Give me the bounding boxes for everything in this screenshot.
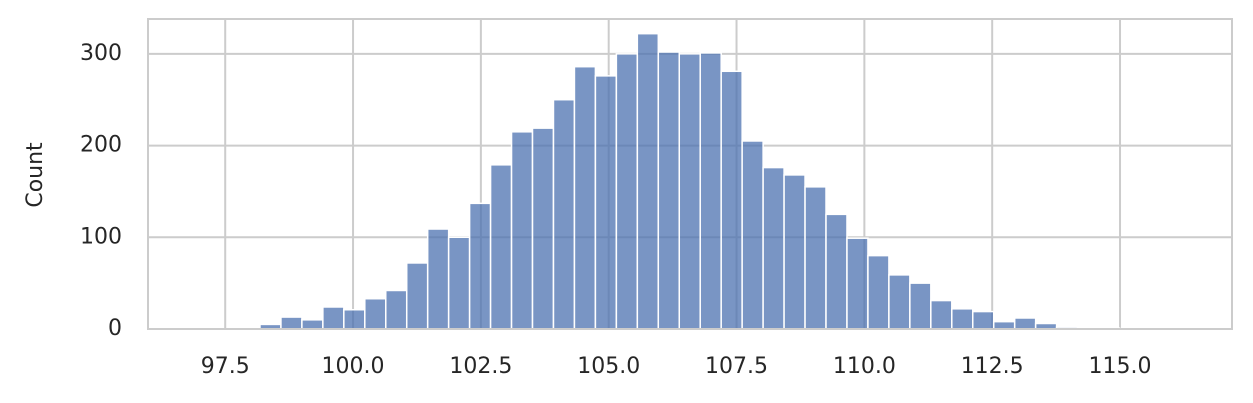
x-tick-label: 107.5 [705,354,768,379]
x-tick-label: 105.0 [577,354,640,379]
bar [468,202,492,330]
y-tick-label: 200 [80,133,122,158]
bar [657,51,681,330]
bar [699,52,722,330]
bar [762,166,785,330]
bar [364,297,387,330]
bar [447,236,471,330]
bar [343,308,366,330]
y-tick-label: 300 [80,41,122,66]
bar [741,140,764,330]
bar [804,186,827,330]
bar [825,213,848,330]
bar [1013,317,1037,330]
bar [405,262,429,330]
bar [846,237,869,330]
bar [972,310,995,330]
bar [720,70,743,330]
bar [992,320,1016,330]
bar [322,306,345,330]
x-tick-label: 97.5 [201,354,250,379]
bar [615,53,639,330]
x-tick-label: 100.0 [322,354,385,379]
bar [594,75,618,330]
bar [489,164,513,330]
plot-frame [147,18,1233,330]
bar [573,65,597,330]
bar [426,228,450,330]
bar [930,299,953,330]
bar [301,319,324,330]
bar [510,131,534,330]
x-tick-label: 115.0 [1089,354,1152,379]
bar [678,53,701,330]
bar [867,254,890,330]
bar [636,32,660,330]
bar [531,127,555,330]
bar [888,274,911,330]
bar [385,289,408,330]
x-tick-label: 112.5 [961,354,1024,379]
bar [951,308,974,330]
x-tick-label: 110.0 [833,354,896,379]
x-tick-label: 102.5 [449,354,512,379]
bar [909,282,932,330]
y-axis-label: Count [23,142,48,208]
y-tick-label: 0 [108,316,122,341]
bar [783,174,806,330]
bar [552,98,576,330]
bar [280,316,303,330]
y-tick-label: 100 [80,224,122,249]
